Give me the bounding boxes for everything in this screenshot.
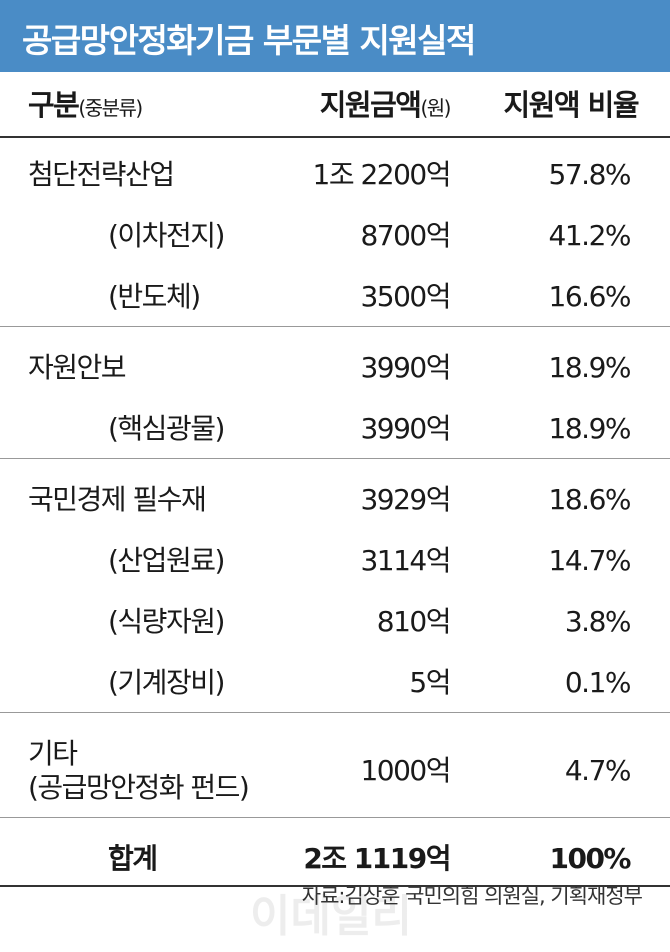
ratio: 0.1% bbox=[564, 666, 632, 699]
ratio: 18.6% bbox=[548, 483, 632, 516]
row-label: 합계 bbox=[108, 842, 158, 875]
row-label: 첨단전략산업 bbox=[28, 158, 175, 191]
amount: 3500억 bbox=[360, 280, 451, 313]
title-bar: 공급망안정화기금 부문별 지원실적 bbox=[0, 0, 670, 72]
row-label: (산업원료) bbox=[108, 544, 225, 577]
amount: 2조 1119억 bbox=[303, 842, 451, 875]
row-label: 기타 bbox=[28, 737, 78, 770]
amount: 5억 bbox=[409, 666, 451, 699]
column-label: 구분 bbox=[28, 88, 80, 122]
column-header: 지원금액(원) bbox=[319, 88, 452, 125]
column-label: 지원금액 bbox=[319, 88, 422, 122]
ratio: 100% bbox=[549, 842, 631, 875]
ratio: 18.9% bbox=[548, 351, 632, 384]
group-rule bbox=[0, 712, 670, 713]
row-label: (기계장비) bbox=[108, 666, 225, 699]
source: 자료:김상훈 국민의힘 의원실, 기획재정부 bbox=[301, 884, 643, 908]
bottom-rule bbox=[0, 885, 670, 887]
ratio: 41.2% bbox=[548, 219, 632, 252]
row-label: (핵심광물) bbox=[108, 412, 225, 445]
row-label: (공급망안정화 펀드) bbox=[28, 771, 250, 804]
watermark: 이데일리 bbox=[250, 891, 412, 942]
title: 공급망안정화기금 부문별 지원실적 bbox=[22, 21, 476, 60]
amount: 3929억 bbox=[360, 483, 451, 516]
group-rule bbox=[0, 817, 670, 818]
ratio: 57.8% bbox=[548, 158, 632, 191]
ratio: 18.9% bbox=[548, 412, 632, 445]
row-label: (이차전지) bbox=[108, 219, 225, 252]
ratio: 4.7% bbox=[564, 754, 632, 787]
row-label: 자원안보 bbox=[28, 351, 127, 384]
amount: 3990억 bbox=[360, 412, 451, 445]
row-label: 국민경제 필수재 bbox=[28, 483, 207, 516]
column-label: 지원액 비율 bbox=[503, 88, 640, 122]
amount: 3990억 bbox=[360, 351, 451, 384]
column-header: 구분(중분류) bbox=[28, 88, 143, 125]
row-label: (식량자원) bbox=[108, 605, 225, 638]
amount: 8700억 bbox=[360, 219, 451, 252]
amount: 1조 2200억 bbox=[312, 158, 452, 191]
group-rule bbox=[0, 458, 670, 459]
header-rule bbox=[0, 136, 670, 138]
amount: 3114억 bbox=[360, 544, 451, 577]
column-note: (원) bbox=[420, 96, 451, 120]
row-label: (반도체) bbox=[108, 280, 201, 313]
column-header: 지원액 비율 bbox=[503, 88, 640, 122]
group-rule bbox=[0, 326, 670, 327]
amount: 810억 bbox=[376, 605, 452, 638]
amount: 1000억 bbox=[360, 754, 451, 787]
ratio: 16.6% bbox=[548, 280, 632, 313]
column-note: (중분류) bbox=[78, 96, 143, 120]
ratio: 14.7% bbox=[548, 544, 632, 577]
ratio: 3.8% bbox=[564, 605, 632, 638]
